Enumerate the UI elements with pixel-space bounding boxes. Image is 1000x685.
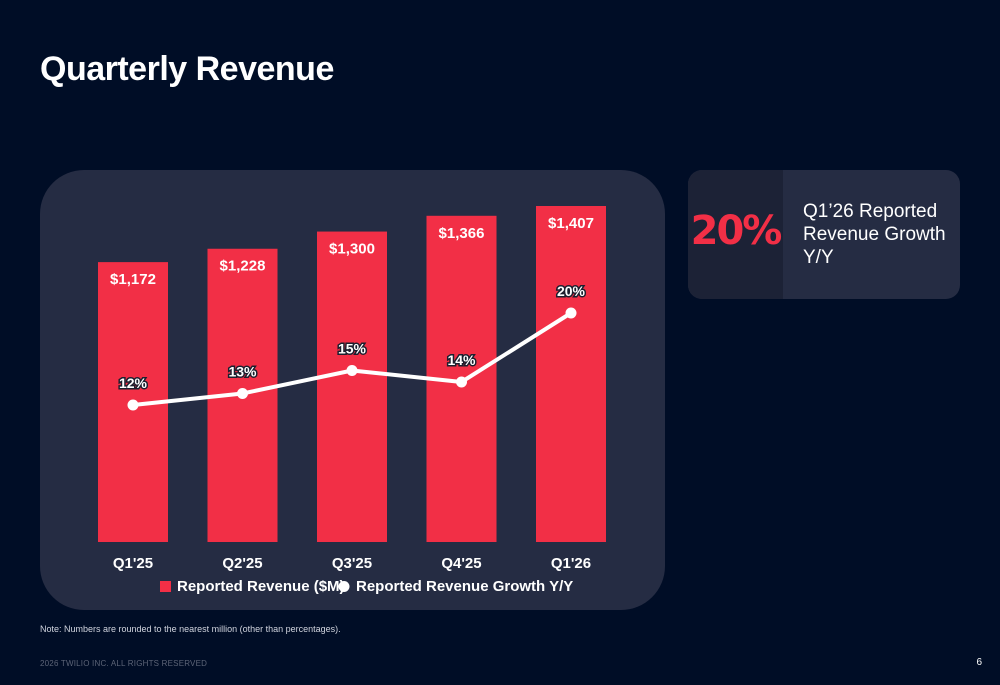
growth-point-label: 12% [119,375,148,391]
x-axis-tick-label: Q3'25 [332,555,372,572]
revenue-bar-label: $1,407 [548,215,594,232]
page-number: 6 [976,657,982,668]
revenue-bar-label: $1,172 [110,271,156,288]
kpi-label: Q1’26 Reported Revenue Growth Y/Y [803,201,946,268]
growth-point [456,376,467,388]
footnote: Note: Numbers are rounded to the nearest… [40,624,341,634]
chart-legend: Reported Revenue ($M) Reported Revenue G… [160,578,573,595]
x-axis-tick-label: Q2'25 [222,555,262,572]
x-axis-tick-label: Q4'25 [441,555,481,572]
legend-revenue-swatch [160,581,171,592]
growth-point-label: 13% [228,364,257,380]
copyright-footer: 2026 TWILIO INC. ALL RIGHTS RESERVED [40,659,208,668]
kpi-card: 20% Q1’26 Reported Revenue Growth Y/Y [688,170,960,299]
kpi-value-box: 20% [688,170,783,299]
growth-point [127,399,139,411]
revenue-bar-label: $1,366 [439,225,485,242]
x-axis-tick-label: Q1'25 [113,555,153,572]
x-axis-tick-label: Q1'26 [551,555,591,572]
growth-point-label: 15% [338,341,367,357]
growth-point [565,307,577,319]
revenue-chart-panel: 12% 13% 15% 14% 20% $1,172 $1,228 $1,300 $1,366… [40,170,665,610]
x-axis-labels: Q1'25 Q2'25 Q3'25 Q4'25 Q1'26 [113,555,591,572]
revenue-chart: 12% 13% 15% 14% 20% $1,172 $1,228 $1,300 $1,366… [98,206,606,595]
growth-point [237,388,248,399]
legend-growth-label: Reported Revenue Growth Y/Y [356,578,573,595]
legend-revenue-label: Reported Revenue ($M) [177,578,345,595]
growth-line-series: 12% 13% 15% 14% 20% [117,282,587,411]
growth-point [346,365,358,376]
revenue-bar [536,206,606,542]
revenue-bar-label: $1,300 [329,241,375,258]
page-title: Quarterly Revenue [40,50,334,88]
growth-point-label: 20% [557,283,586,299]
legend-growth-swatch [338,581,350,592]
revenue-bar-label: $1,228 [220,258,266,275]
bar-value-labels: $1,172 $1,228 $1,300 $1,366 $1,407 [110,215,594,288]
kpi-value: 20% [690,208,783,254]
growth-point-label: 14% [447,352,476,368]
revenue-bar [317,231,387,542]
